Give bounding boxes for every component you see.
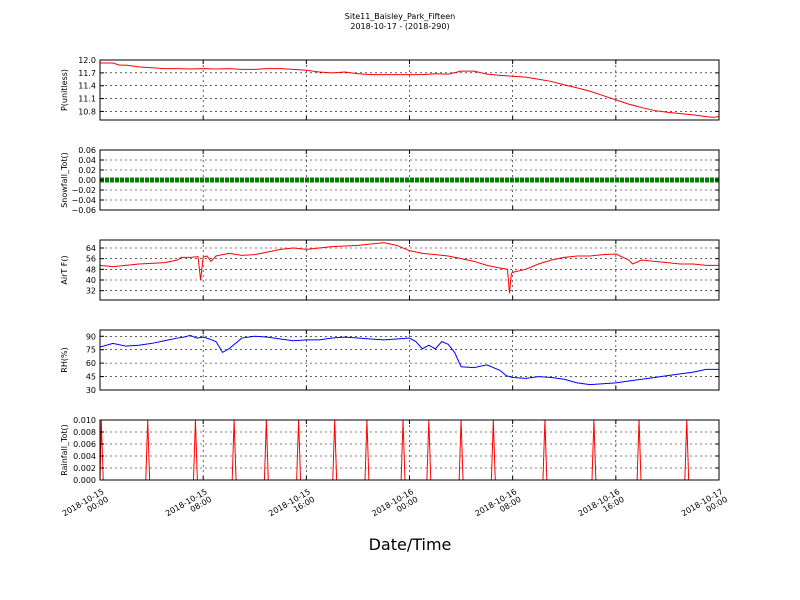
y-tick-label: 11.7 — [78, 69, 96, 78]
y-axis-label: P(unitless) — [60, 69, 69, 111]
subplots: 10.811.111.411.712.0P(unitless)−0.06−0.0… — [60, 56, 720, 485]
figure-title-line2: 2018-10-17 - (2018-290) — [350, 22, 449, 31]
y-axis-label: AirT F() — [60, 255, 69, 284]
y-tick-label: −0.02 — [71, 186, 96, 195]
y-tick-label: 48 — [86, 265, 96, 274]
y-axis-label: Rainfall_Tot() — [60, 424, 69, 476]
y-tick-label: 0.004 — [73, 452, 96, 461]
y-tick-label: 0.008 — [73, 428, 96, 437]
x-axis-label: Date/Time — [369, 535, 452, 554]
y-tick-label: 0.010 — [73, 416, 96, 425]
y-axis-label: RH(%) — [60, 347, 69, 372]
y-tick-label: 90 — [86, 332, 96, 341]
y-tick-label: 30 — [86, 386, 96, 395]
gridlines — [100, 330, 719, 390]
y-tick-label: −0.04 — [71, 196, 96, 205]
y-tick-label: 0.000 — [73, 476, 96, 485]
series-line — [100, 334, 719, 386]
y-tick-label: 45 — [86, 373, 96, 382]
y-tick-label: 0.00 — [78, 176, 96, 185]
y-tick-label: 56 — [86, 255, 96, 264]
series-line — [100, 62, 719, 118]
y-tick-label: 10.8 — [78, 107, 96, 116]
y-tick-label: 64 — [86, 244, 96, 253]
y-tick-label: 12.0 — [78, 56, 96, 65]
y-tick-label: 60 — [86, 359, 96, 368]
gridlines — [100, 60, 719, 120]
y-tick-label: 75 — [86, 346, 96, 355]
gridlines — [100, 240, 719, 300]
y-tick-label: 0.06 — [78, 146, 96, 155]
y-tick-label: 0.002 — [73, 464, 96, 473]
y-tick-label: 11.1 — [78, 95, 96, 104]
y-axis-label: Snowfall_Tot() — [60, 152, 69, 208]
y-tick-label: 11.4 — [78, 82, 96, 91]
subplot-2: −0.06−0.04−0.020.000.020.040.06 Snowfall_… — [60, 146, 720, 215]
series-line — [100, 242, 719, 294]
subplot-1: 10.8 11.1 11.4 11.7 12.0 P(unitless) — [60, 56, 720, 121]
y-tick-label: 0.006 — [73, 440, 96, 449]
gridlines — [100, 420, 719, 480]
subplot-5: 0.000 0.002 0.004 0.006 0.008 0.010 Rainfall_T… — [60, 416, 720, 485]
y-tick-label: −0.06 — [71, 206, 96, 215]
y-tick-label: 40 — [86, 276, 96, 285]
y-tick-label: 0.04 — [78, 156, 96, 165]
figure-title-line1: Site11_Baisley_Park_Fifteen — [345, 12, 455, 21]
y-tick-label: 0.02 — [78, 166, 96, 175]
subplot-4: 30 45 60 75 90 RH(%) — [60, 329, 720, 395]
y-tick-label: 32 — [86, 287, 96, 296]
